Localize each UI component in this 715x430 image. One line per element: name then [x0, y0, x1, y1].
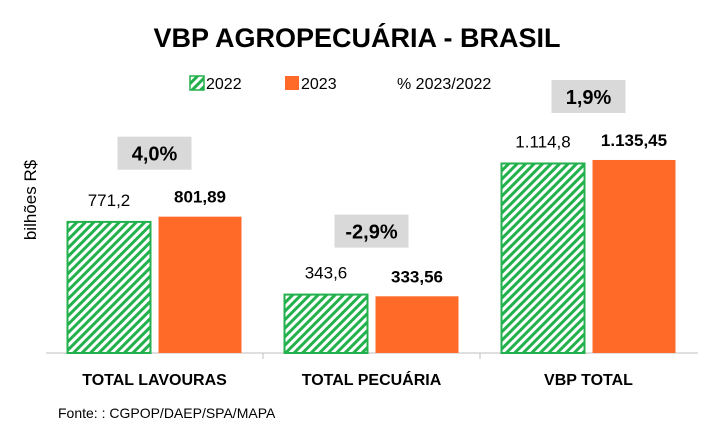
- change-badge: [334, 214, 409, 248]
- legend-label-2022: 2022: [206, 76, 242, 93]
- change-label: 4,0%: [132, 144, 178, 166]
- bar-2022: [66, 220, 152, 354]
- chart-title: VBP AGROPECUÁRIA - BRASIL: [153, 22, 560, 53]
- data-label-2023: 333,56: [391, 267, 443, 286]
- category-label: TOTAL PECUÁRIA: [302, 370, 442, 389]
- bar-2023: [592, 159, 676, 353]
- data-label-2023: 801,89: [174, 188, 226, 207]
- change-badge: [551, 79, 626, 113]
- data-label-2023: 1.135,45: [601, 131, 667, 150]
- bar-2022: [500, 162, 586, 354]
- data-label-2022: 1.114,8: [515, 132, 570, 151]
- change-badge: [117, 136, 192, 170]
- bar-2023: [158, 216, 242, 353]
- data-label-2022: 343,6: [305, 264, 348, 283]
- category-label: TOTAL LAVOURAS: [82, 372, 227, 389]
- bars-layer: 771,2 801,89 4,0% TOTAL LAVOURAS 343,6 333,56…: [66, 79, 676, 389]
- legend-label-change: % 2023/2022: [397, 76, 491, 93]
- bar-2023: [375, 296, 459, 353]
- bar-2022: [283, 293, 369, 355]
- change-label: 1,9%: [566, 87, 612, 109]
- y-axis-label: bilhões R$: [21, 159, 40, 240]
- category-label: VBP TOTAL: [544, 372, 633, 389]
- change-label: -2,9%: [345, 222, 397, 244]
- data-label-2022: 771,2: [88, 191, 131, 210]
- legend-label-2023: 2023: [301, 76, 337, 93]
- legend-swatch-2023: [285, 76, 299, 90]
- legend-swatch-2022: [189, 75, 205, 91]
- source-note: Fonte: : CGPOP/DAEP/SPA/MAPA: [58, 405, 276, 421]
- legend: 2022 2023 % 2023/2022: [189, 75, 491, 93]
